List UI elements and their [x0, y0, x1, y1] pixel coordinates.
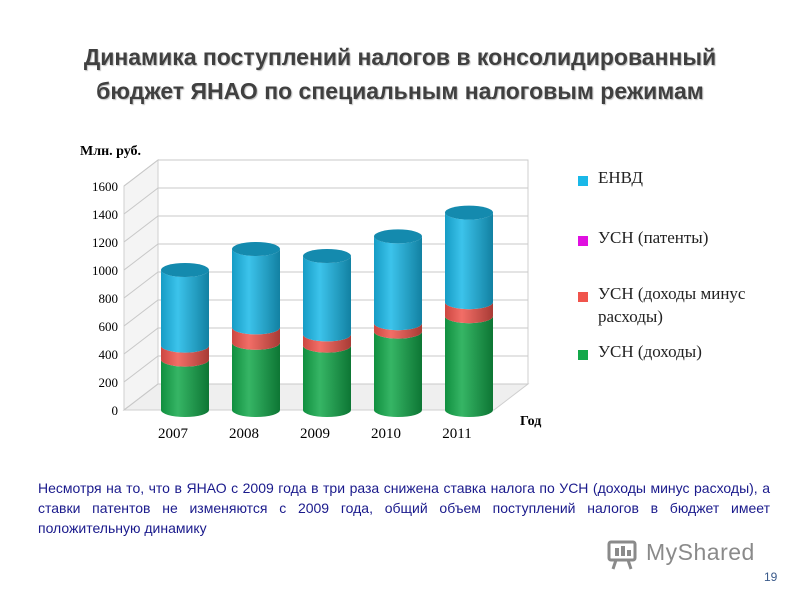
y-tick-label: 800: [99, 291, 119, 306]
chart-bars: [161, 205, 493, 417]
legend-label: УСН (патенты): [598, 228, 709, 247]
bar-segment: [161, 359, 209, 417]
bar-stack: [303, 249, 351, 417]
slide-note: Несмотря на то, что в ЯНАО с 2009 года в…: [38, 480, 770, 536]
y-axis-unit-label: Млн. руб.: [80, 144, 142, 159]
bar-top-cap: [303, 249, 351, 263]
legend-label: ЕНВД: [598, 168, 643, 187]
y-tick-label: 1400: [92, 207, 118, 222]
legend-swatch: [578, 292, 588, 302]
y-tick-label: 1200: [92, 235, 118, 250]
bar-segment: [445, 302, 493, 324]
x-tick-label: 2010: [371, 426, 401, 442]
bar-segment: [374, 323, 422, 339]
legend-label: УСН (доходы): [598, 342, 702, 361]
y-tick-label: 600: [99, 319, 119, 334]
y-tick-label: 200: [99, 375, 119, 390]
legend-label: УСН (доходы минус расходы): [598, 284, 746, 326]
myshared-watermark: MyShared: [606, 536, 776, 572]
legend-swatch: [578, 176, 588, 186]
bar-stack: [445, 205, 493, 417]
bar-top-cap: [232, 242, 280, 256]
bar-segment: [303, 345, 351, 417]
bar-segment: [161, 345, 209, 367]
page-number: 19: [764, 570, 778, 584]
x-tick-label: 2008: [229, 426, 259, 442]
bar-top-cap: [161, 263, 209, 277]
bar-stack: [374, 229, 422, 417]
x-tick-label: 2007: [158, 426, 189, 442]
y-axis-ticks: 0 200 400 600 800 1000 1200 1400 1600: [92, 179, 118, 418]
bar-stack: [161, 263, 209, 417]
x-tick-label: 2011: [442, 426, 471, 442]
x-tick-label: 2009: [300, 426, 330, 442]
x-axis-title: Год: [520, 414, 542, 429]
bar-segment: [303, 334, 351, 353]
legend-swatch: [578, 350, 588, 360]
y-tick-label: 0: [112, 403, 119, 418]
gridline: [123, 159, 528, 187]
bar-segment: [232, 342, 280, 417]
gridline: [123, 215, 528, 243]
bar-top-cap: [374, 229, 422, 244]
slide-title: Динамика поступлений налогов в консолиди…: [30, 40, 770, 108]
slide-title-line-2: бюджет ЯНАО по специальным налоговым реж…: [96, 78, 704, 104]
legend-swatch: [578, 236, 588, 246]
bar-top-cap: [445, 205, 493, 220]
x-axis-ticks: 2007 2008 2009 2010 2011: [158, 426, 472, 442]
bar-segment: [445, 316, 493, 417]
bar-segment: [232, 249, 280, 335]
bar-segment: [161, 270, 209, 353]
y-tick-label: 400: [99, 347, 119, 362]
bar-segment: [303, 256, 351, 342]
slide-title-line-1: Динамика поступлений налогов в консолиди…: [83, 44, 717, 70]
bar-segment: [374, 236, 422, 331]
y-tick-label: 1600: [92, 179, 118, 194]
bar-segment: [374, 331, 422, 417]
bar-stack: [232, 242, 280, 417]
presentation-board-icon: [607, 540, 637, 570]
bar-segment: [445, 212, 493, 310]
watermark-text: MyShared: [646, 539, 755, 565]
y-tick-label: 1000: [92, 263, 118, 278]
gridline: [123, 187, 528, 215]
bar-segment: [232, 327, 280, 350]
